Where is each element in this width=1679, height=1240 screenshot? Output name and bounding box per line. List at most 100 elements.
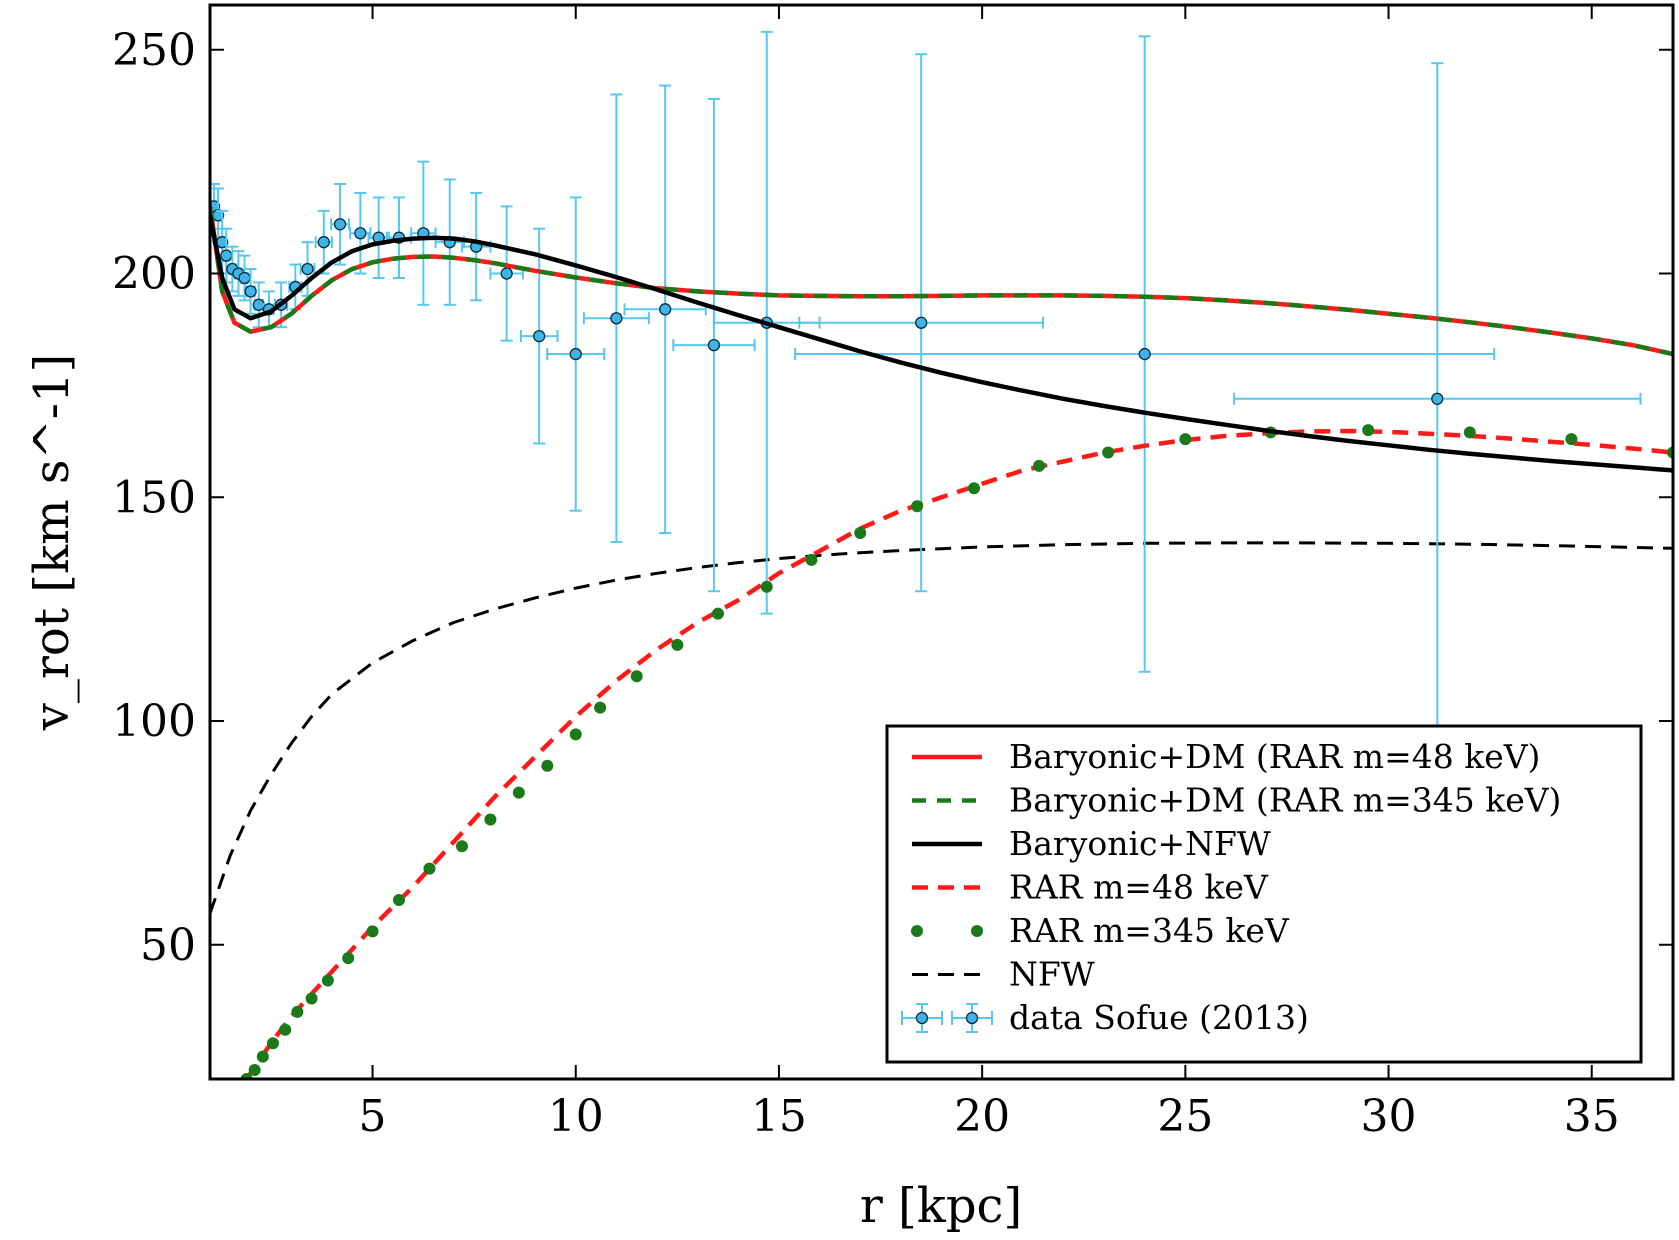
- data-marker: [252, 298, 265, 311]
- rar-345-point-21: [760, 580, 773, 593]
- rar-345-point-31: [1463, 426, 1476, 439]
- data-marker: [1431, 392, 1444, 405]
- data-point-8: [252, 281, 265, 329]
- legend-data-marker: [965, 1011, 979, 1025]
- y-tick-label: 100: [112, 696, 196, 747]
- x-tick-label: 10: [548, 1091, 604, 1142]
- data-point-14: [330, 183, 350, 266]
- data-marker: [301, 262, 314, 276]
- legend-label: Baryonic+NFW: [1009, 824, 1271, 863]
- rar-345-point-28: [1179, 433, 1192, 446]
- rar-345-point-12: [455, 840, 468, 853]
- data-marker: [220, 249, 233, 262]
- data-marker: [333, 218, 347, 231]
- rar-345-point-19: [671, 638, 684, 651]
- data-point-3: [220, 227, 233, 284]
- legend-label: Baryonic+DM (RAR m=48 keV): [1009, 737, 1540, 776]
- rar-345-point-32: [1565, 433, 1578, 446]
- tick-layer: 5 10 15 20 25 30 35 50 100 150 200 250: [112, 5, 1673, 1142]
- legend-box: [885, 724, 1643, 1064]
- data-marker: [915, 316, 928, 329]
- rar-345-point-3: [266, 1037, 279, 1050]
- rar-345-point-18: [630, 670, 643, 683]
- legend-row-2: Baryonic+NFW: [912, 824, 1271, 863]
- x-tick-label: 35: [1564, 1091, 1620, 1142]
- data-point-18: [410, 160, 437, 306]
- rar-345-point-5: [291, 1005, 304, 1018]
- y-tick-label: 50: [140, 920, 196, 971]
- rar-345-point-11: [423, 862, 436, 875]
- rar-345-point-22: [805, 553, 818, 566]
- legend-row-6: data Sofue (2013): [901, 998, 1309, 1037]
- legend-label: RAR m=48 keV: [1009, 868, 1269, 907]
- data-point-21: [489, 205, 524, 342]
- legend-label: Baryonic+DM (RAR m=345 keV): [1009, 781, 1561, 820]
- data-point-16: [367, 196, 390, 279]
- rar-345-point-25: [968, 482, 981, 495]
- rar-345-point-30: [1362, 424, 1375, 437]
- rar-345-point-24: [911, 500, 924, 513]
- data-point-23: [546, 196, 606, 512]
- data-marker: [1138, 347, 1151, 361]
- data-marker: [238, 271, 251, 285]
- data-point-7: [244, 268, 257, 315]
- rar-345-point-14: [512, 786, 525, 799]
- legend-row-3: RAR m=48 keV: [912, 868, 1269, 907]
- series-baryonic-dm-rar-m-48-kev: [210, 206, 1673, 357]
- x-axis-label: r [kpc]: [860, 1178, 1022, 1234]
- rar-345-point-2: [256, 1050, 269, 1063]
- x-tick-label: 5: [359, 1091, 387, 1142]
- rar-345-point-10: [392, 894, 405, 906]
- legend-label: data Sofue (2013): [1009, 998, 1309, 1037]
- rar-345-point-15: [541, 759, 554, 772]
- data-point-2: [216, 209, 229, 275]
- data-point-15: [349, 191, 372, 275]
- rar-345-point-7: [321, 974, 334, 987]
- series-rar-m-48-kev: [244, 428, 1673, 1079]
- rar-345-point-26: [1033, 459, 1046, 472]
- rar-345-point-27: [1102, 446, 1115, 459]
- legend-label: RAR m=345 keV: [1009, 911, 1290, 950]
- legend-label: NFW: [1009, 955, 1095, 994]
- data-marker: [659, 303, 672, 316]
- x-tick-label: 25: [1157, 1091, 1213, 1142]
- series-layer: [210, 30, 1673, 1079]
- y-axis-label: v_rot [km s^-1]: [24, 354, 80, 731]
- legend-data-marker: [915, 1011, 929, 1025]
- series-baryonic-nfw: [210, 214, 1673, 473]
- data-marker: [610, 312, 623, 325]
- rar-345-point-13: [484, 813, 497, 826]
- data-marker: [244, 285, 257, 298]
- data-point-22: [519, 227, 559, 445]
- y-tick-label: 150: [112, 472, 196, 523]
- legend-dot: [971, 925, 983, 937]
- x-tick-label: 20: [954, 1091, 1010, 1142]
- data-marker: [533, 329, 546, 343]
- data-marker: [707, 338, 721, 352]
- legend: Baryonic+DM (RAR m=48 keV) Baryonic+DM (R…: [885, 724, 1643, 1064]
- x-tick-label: 15: [751, 1091, 807, 1142]
- data-point-6: [238, 254, 251, 302]
- data-point-20: [460, 191, 492, 302]
- rar-345-point-23: [854, 527, 867, 540]
- legend-row-0: Baryonic+DM (RAR m=48 keV): [912, 737, 1540, 776]
- series-baryonic-dm-rar-m-345-kev: [210, 206, 1673, 357]
- rar-345-point-16: [569, 728, 582, 741]
- data-marker: [500, 267, 513, 280]
- legend-row-5: NFW: [912, 955, 1095, 994]
- y-tick-label: 200: [112, 249, 196, 300]
- x-tick-label: 30: [1361, 1091, 1417, 1142]
- rar-345-point-8: [342, 952, 355, 965]
- plot-area: [210, 30, 1673, 1079]
- rar-345-point-20: [711, 607, 724, 620]
- legend-row-4: RAR m=345 keV: [911, 911, 1290, 950]
- data-point-13: [314, 209, 333, 275]
- rar-345-point-17: [594, 701, 607, 714]
- rar-345-point-1: [248, 1064, 261, 1077]
- rar-345-point-6: [305, 992, 318, 1005]
- data-point-25: [623, 84, 707, 535]
- data-point-30: [1233, 62, 1642, 736]
- data-point-19: [434, 178, 465, 306]
- data-point-29: [794, 35, 1496, 673]
